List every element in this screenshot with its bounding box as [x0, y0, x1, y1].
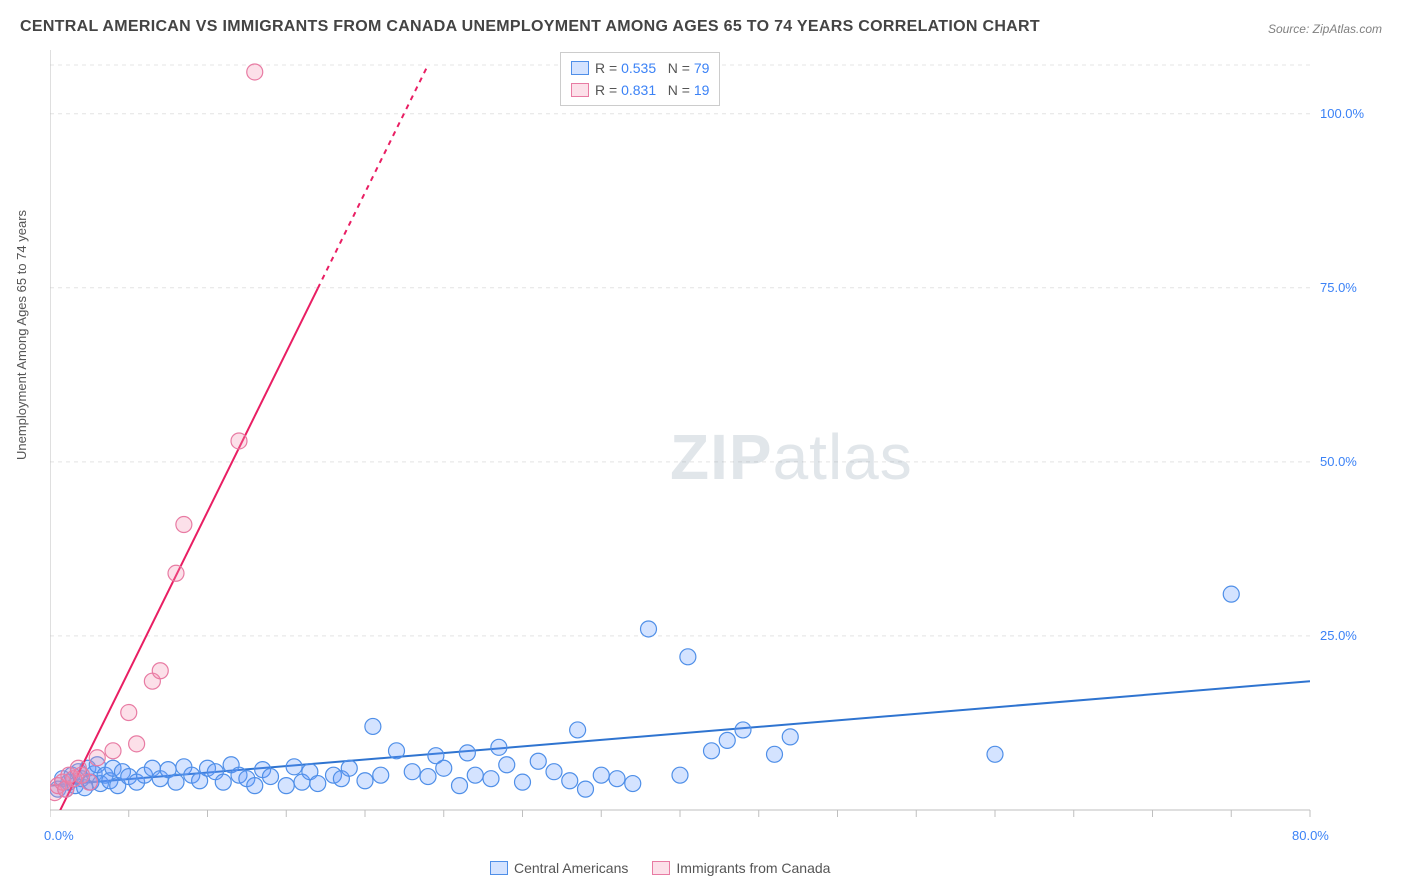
series-legend: Central Americans Immigrants from Canada: [490, 860, 830, 876]
legend-swatch: [490, 861, 508, 875]
legend-stats: R = 0.535 N = 79: [595, 57, 709, 79]
legend-item: Central Americans: [490, 860, 628, 876]
y-tick-label: 50.0%: [1320, 454, 1357, 469]
legend-swatch: [652, 861, 670, 875]
legend-row: R = 0.831 N = 19: [571, 79, 709, 101]
source-attribution: Source: ZipAtlas.com: [1268, 22, 1382, 36]
y-tick-label: 100.0%: [1320, 106, 1364, 121]
x-axis-max-label: 80.0%: [1292, 828, 1329, 843]
correlation-legend: R = 0.535 N = 79 R = 0.831 N = 19: [560, 52, 720, 106]
legend-swatch: [571, 61, 589, 75]
legend-label: Immigrants from Canada: [676, 860, 830, 876]
y-axis-label: Unemployment Among Ages 65 to 74 years: [14, 210, 29, 460]
x-axis-origin-label: 0.0%: [44, 828, 74, 843]
legend-stats: R = 0.831 N = 19: [595, 79, 709, 101]
chart-plot-area: [50, 50, 1350, 840]
legend-item: Immigrants from Canada: [652, 860, 830, 876]
scatter-chart-svg: [50, 50, 1350, 840]
legend-label: Central Americans: [514, 860, 628, 876]
chart-title: CENTRAL AMERICAN VS IMMIGRANTS FROM CANA…: [20, 18, 1040, 36]
y-tick-label: 25.0%: [1320, 628, 1357, 643]
legend-swatch: [571, 83, 589, 97]
y-tick-label: 75.0%: [1320, 280, 1357, 295]
legend-row: R = 0.535 N = 79: [571, 57, 709, 79]
